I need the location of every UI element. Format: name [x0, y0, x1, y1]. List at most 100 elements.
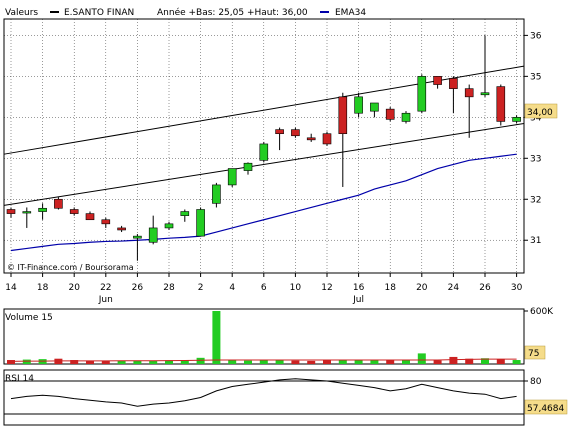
- candle-body-down: [85, 213, 95, 221]
- volume-bar-up: [512, 360, 521, 364]
- candle: [433, 76, 442, 89]
- candle-body-up: [401, 112, 411, 122]
- candle-body-down: [101, 219, 111, 225]
- candle: [354, 92, 363, 118]
- volume-panel-frame: [3, 308, 525, 365]
- volume-bar-down: [70, 360, 79, 364]
- price-y-tick-label: 33: [530, 154, 541, 164]
- candle: [54, 197, 63, 210]
- candle: [291, 127, 300, 138]
- candle: [133, 234, 142, 261]
- candle: [512, 115, 521, 124]
- rsi-level-label: 80: [530, 377, 542, 387]
- x-tick-label: 14: [5, 283, 17, 293]
- volume-bar-down: [496, 359, 505, 364]
- candle: [417, 74, 427, 114]
- candle: [164, 221, 174, 230]
- volume-bar-up: [259, 360, 268, 364]
- candle-body-up: [512, 117, 521, 122]
- series-label: Valeurs: [5, 8, 38, 18]
- rsi-panel: RSI 14 80 57,4684: [3, 369, 568, 426]
- volume-bar-up: [149, 360, 158, 364]
- x-tick-label: 2: [198, 283, 204, 293]
- volume-average-label-bg: [524, 345, 546, 360]
- candle: [22, 207, 32, 228]
- x-tick-label: 26: [132, 283, 144, 293]
- volume-bar-down: [449, 356, 458, 364]
- price-y-axis: 31 32 33 34 35 36: [524, 31, 542, 246]
- ema34-line: [10, 153, 517, 252]
- volume-bar-up: [275, 360, 284, 364]
- candle-body-up: [38, 207, 47, 212]
- candle: [196, 207, 205, 237]
- x-tick-label: 12: [321, 283, 332, 293]
- candle: [401, 111, 411, 124]
- candle: [322, 131, 332, 146]
- candle: [212, 182, 221, 208]
- price-y-tick-label: 31: [530, 236, 541, 246]
- candle-body-up: [227, 168, 237, 186]
- candle: [275, 127, 284, 151]
- candle-body-down: [6, 209, 16, 214]
- x-tick-label: 24: [448, 283, 460, 293]
- x-tick-label: 22: [100, 283, 111, 293]
- candle-body-down: [385, 108, 395, 120]
- candle-body-down: [54, 198, 63, 209]
- candle-body-down: [322, 133, 332, 145]
- volume-y-tick-label: 600K: [530, 307, 554, 317]
- volume-bar-up: [117, 360, 126, 364]
- trendline-lower: [3, 122, 525, 206]
- candle: [370, 102, 379, 118]
- candle-body-up: [480, 92, 490, 96]
- rsi-last-label-bg: [524, 399, 568, 415]
- candle-body-up: [370, 102, 379, 112]
- candles-group: [6, 35, 521, 261]
- volume-bar-down: [323, 360, 331, 364]
- candle-body-up: [354, 96, 363, 114]
- source-label: © IT-Finance.com / Boursorama: [7, 263, 134, 272]
- rsi-line: [10, 378, 517, 407]
- volume-average-label: 75: [528, 349, 539, 359]
- volume-bar-up: [481, 358, 489, 364]
- candle-body-up: [212, 184, 221, 204]
- candle-body-down: [117, 227, 126, 231]
- candle: [338, 92, 348, 187]
- volume-bar-down: [101, 360, 110, 364]
- volume-bar-up: [212, 311, 221, 364]
- x-tick-label: 10: [290, 283, 302, 293]
- rsi-line-group: [10, 378, 517, 407]
- volume-bar-up: [228, 360, 237, 364]
- candle-body-up: [180, 211, 190, 216]
- volume-bar-down: [86, 360, 94, 364]
- ema34-line-group: [10, 153, 517, 252]
- price-panel: 31 32 33 34 35 36 Valeurs E.SANTO FINAN Année…: [3, 7, 558, 274]
- candle-body-up: [259, 143, 269, 161]
- candle-body-up: [417, 76, 427, 112]
- volume-bar-up: [180, 360, 189, 364]
- volume-bar-up: [244, 360, 252, 364]
- volume-bar-up: [22, 359, 31, 364]
- year-range-label: Année +Bas: 25,05 +Haut: 36,00: [157, 7, 308, 18]
- volume-bar-down: [7, 360, 15, 364]
- candle-body-down: [449, 78, 458, 89]
- rsi-reference-levels: 80: [4, 377, 542, 415]
- candle-body-down: [291, 129, 300, 137]
- candle-body-down: [338, 96, 348, 135]
- price-y-tick-label: 36: [530, 31, 542, 41]
- rsi-panel-frame: [3, 369, 525, 426]
- candle: [85, 211, 95, 221]
- volume-bar-up: [370, 360, 379, 364]
- volume-bar-up: [417, 353, 426, 364]
- candle-body-up: [22, 211, 32, 214]
- volume-bar-up: [196, 357, 205, 364]
- volume-bar-up: [165, 360, 173, 364]
- x-tick-label: 18: [384, 283, 396, 293]
- volume-bar-down: [386, 360, 395, 364]
- volume-bar-down: [307, 360, 316, 364]
- candle: [259, 141, 269, 163]
- x-tick-label: 28: [163, 283, 175, 293]
- candle: [306, 133, 316, 142]
